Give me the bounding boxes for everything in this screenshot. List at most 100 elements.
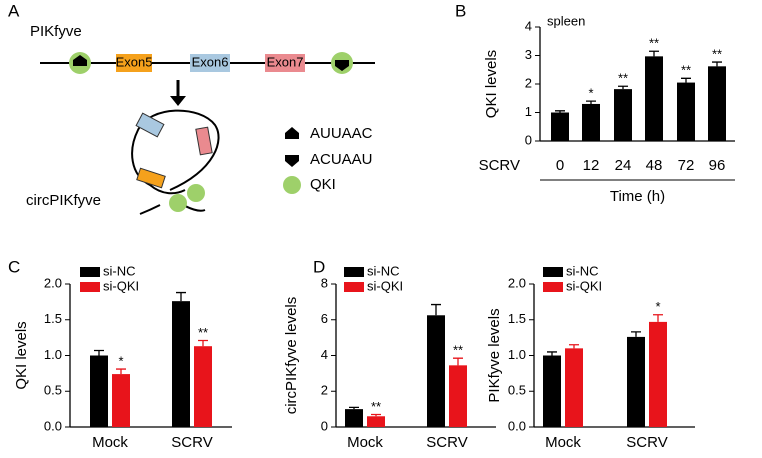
motif-up	[73, 55, 87, 66]
y-tick-label: 4	[321, 347, 328, 362]
error-bar	[431, 303, 441, 316]
error-bar	[618, 85, 628, 90]
y-tick-label: 2	[525, 75, 532, 90]
significance: **	[198, 325, 208, 340]
significance: **	[681, 63, 691, 78]
exon	[195, 126, 213, 156]
x-tick-label: 12	[583, 157, 600, 174]
legend-motif-down	[285, 155, 299, 167]
bar	[449, 365, 467, 427]
legend-label: QKI	[310, 176, 336, 193]
x-tick-label: Mock	[92, 434, 128, 451]
error-bar	[649, 50, 659, 57]
bar	[172, 301, 190, 427]
significance: *	[655, 299, 660, 314]
bar	[551, 112, 569, 141]
legend-swatch	[344, 282, 364, 292]
error-bar	[349, 406, 359, 410]
legend-swatch	[80, 282, 100, 292]
legend-label: si-QKI	[103, 278, 139, 293]
error-bar	[94, 349, 104, 356]
error-bar	[198, 339, 208, 347]
exon-label: Exon5	[116, 54, 153, 69]
y-axis-label: QKI levels	[13, 321, 30, 389]
legend-motif-up	[285, 127, 299, 139]
y-tick-label: 0.5	[44, 383, 62, 398]
legend-label: si-NC	[103, 263, 136, 278]
bar	[345, 409, 363, 427]
exon-label: Exon6	[192, 54, 229, 69]
y-tick-label: 4	[525, 18, 532, 33]
error-bar	[547, 351, 557, 356]
significance: **	[453, 343, 463, 358]
y-tick-label: 6	[321, 311, 328, 326]
error-bar	[681, 77, 691, 83]
x-axis-label: Time (h)	[610, 188, 665, 205]
bar	[708, 66, 726, 141]
x-tick-label: 96	[709, 157, 726, 174]
significance: *	[118, 354, 123, 369]
error-bar	[453, 357, 463, 366]
x-tick-label: SCRV	[171, 434, 212, 451]
significance: **	[712, 46, 722, 61]
legend-swatch	[543, 282, 563, 292]
bar	[427, 315, 445, 427]
circ-line	[131, 109, 220, 215]
y-tick-label: 0.5	[508, 383, 526, 398]
error-bar	[586, 100, 596, 104]
error-bar	[176, 291, 186, 302]
panel-label: C	[8, 257, 20, 276]
bar	[649, 321, 667, 427]
exon	[265, 54, 305, 72]
bar	[627, 336, 645, 427]
y-tick-label: 8	[321, 275, 328, 290]
y-tick-label: 0	[321, 418, 328, 433]
legend-swatch	[80, 267, 100, 277]
y-tick-label: 3	[525, 47, 532, 62]
exon	[116, 54, 152, 72]
legend-qki	[283, 176, 301, 194]
y-tick-label: 0.0	[508, 418, 526, 433]
legend-swatch	[543, 267, 563, 277]
significance: **	[618, 71, 628, 86]
x-tick-label: 48	[646, 157, 663, 174]
y-tick-label: 2.0	[44, 275, 62, 290]
error-bar	[712, 61, 722, 67]
y-tick-label: 2.0	[508, 275, 526, 290]
y-tick-label: 1.5	[44, 311, 62, 326]
motif-down	[335, 60, 349, 71]
legend-label: si-QKI	[367, 278, 403, 293]
error-bar	[653, 314, 663, 322]
bar	[645, 56, 663, 142]
exon	[136, 167, 166, 189]
error-bar	[116, 368, 126, 375]
error-bar	[555, 110, 565, 113]
legend-label: ACUAAU	[310, 151, 373, 168]
x-tick-label: 24	[615, 157, 632, 174]
gene-name: PIKfyve	[30, 23, 82, 40]
y-tick-label: 1	[525, 104, 532, 119]
error-bar	[371, 413, 381, 417]
bar	[582, 103, 600, 141]
bar	[90, 355, 108, 427]
significance: **	[649, 36, 659, 51]
significance: *	[588, 86, 593, 101]
panel-label: B	[455, 1, 466, 20]
legend-swatch	[344, 267, 364, 277]
y-tick-label: 2	[321, 383, 328, 398]
exon	[135, 112, 165, 138]
y-tick-label: 1.5	[508, 311, 526, 326]
legend-label: si-QKI	[566, 278, 602, 293]
error-bar	[569, 344, 579, 349]
legend-label: si-NC	[367, 263, 400, 278]
panel-a: A PIKfyve Exon5 Exon6 Exon7 circPIKfyve …	[8, 1, 375, 215]
exon-label: Exon7	[267, 54, 304, 69]
x-tick-label: Mock	[347, 434, 383, 451]
legend-label: AUUAAC	[310, 125, 373, 142]
y-axis-label: QKI levels	[483, 50, 500, 118]
bar	[565, 348, 583, 427]
exon	[190, 54, 230, 72]
y-tick-label: 0.0	[44, 418, 62, 433]
y-tick-label: 1.0	[44, 347, 62, 362]
